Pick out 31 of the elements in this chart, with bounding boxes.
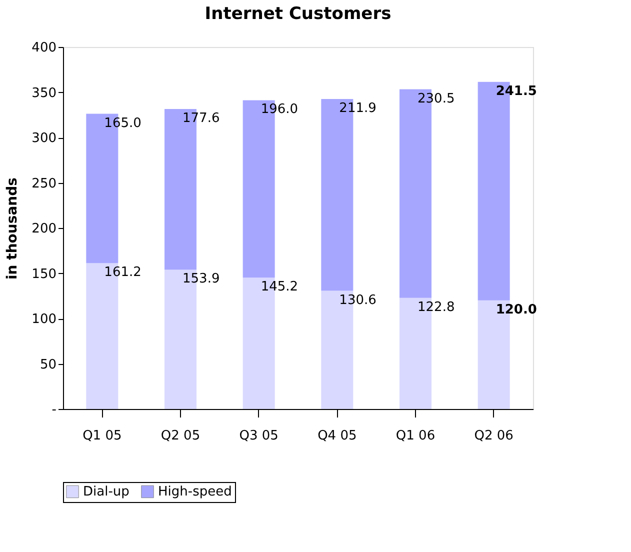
x-tick-label: Q3 05 <box>239 428 278 444</box>
chart-title: Internet Customers <box>204 4 392 24</box>
y-tick-label: 350 <box>32 86 56 101</box>
y-tick-label: 200 <box>32 222 56 236</box>
y-tick-label: 150 <box>32 266 56 282</box>
legend-label: High-speed <box>158 484 232 500</box>
x-tick-label: Q1 06 <box>396 428 436 444</box>
data-label: 241.5 <box>496 84 537 99</box>
y-tick-label: - <box>52 402 57 418</box>
y-tick-label: 400 <box>32 40 56 56</box>
data-label: 153.9 <box>182 272 220 287</box>
data-label: 130.6 <box>339 292 376 308</box>
data-label: 161.2 <box>104 265 142 280</box>
data-label: 211.9 <box>339 101 376 116</box>
y-tick-label: 100 <box>32 312 56 327</box>
data-label: 165.0 <box>104 116 142 131</box>
y-tick-label: 250 <box>32 176 56 192</box>
data-label: 145.2 <box>260 280 298 295</box>
y-axis-title: in thousands <box>4 178 21 280</box>
x-tick-label: Q2 05 <box>160 428 200 444</box>
y-tick-label: 50 <box>40 357 56 372</box>
data-label: 122.8 <box>418 300 455 315</box>
data-label: 120.0 <box>496 302 537 318</box>
data-label: 177.6 <box>182 110 220 126</box>
y-tick-label: 300 <box>32 131 56 146</box>
legend-label: Dial-up <box>83 484 130 500</box>
x-tick-label: Q4 05 <box>318 428 357 444</box>
x-tick-label: Q1 05 <box>82 428 122 444</box>
data-label: 230.5 <box>418 91 455 106</box>
x-tick-label: Q2 06 <box>474 428 514 444</box>
data-label: 196.0 <box>260 102 298 118</box>
